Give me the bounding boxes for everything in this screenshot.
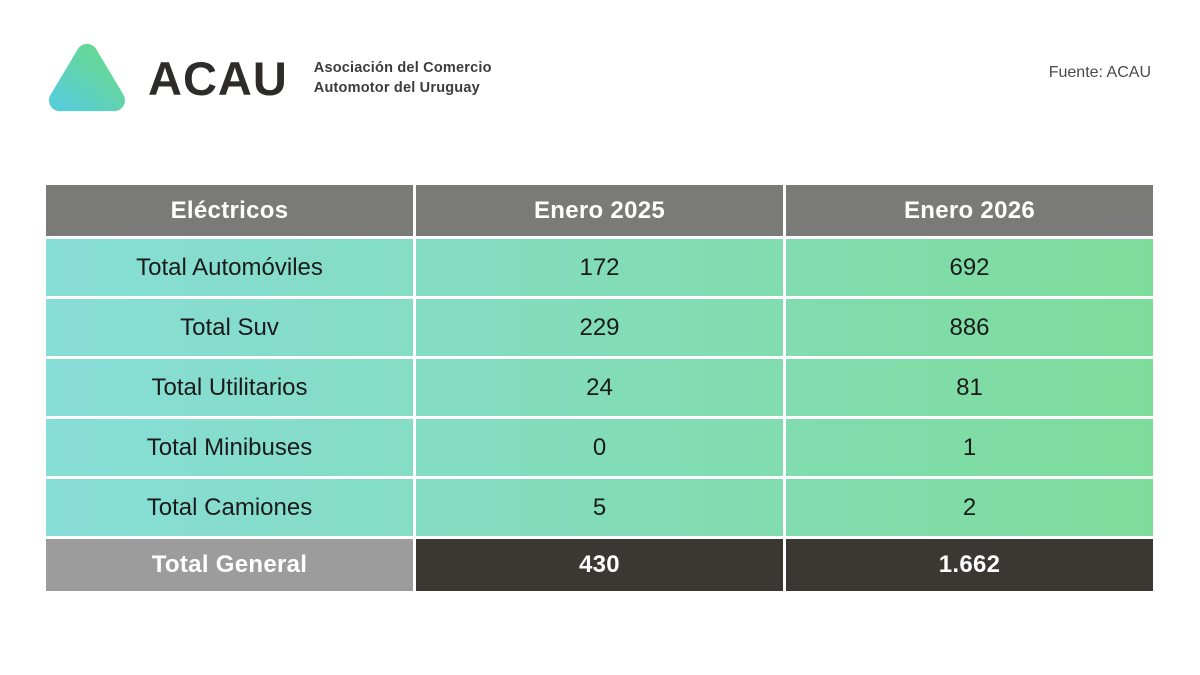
brand-tagline-line2: Automotor del Uruguay — [313, 80, 480, 96]
value-enero-2026: 81 — [783, 359, 1153, 416]
brand-block: ACAU Asociación del Comercio Automotor d… — [48, 40, 492, 116]
acau-triangle-logo-icon — [48, 43, 126, 112]
value-enero-2025: 5 — [413, 479, 783, 536]
source-note: Fuente: ACAU — [1048, 64, 1151, 81]
table-row-minibuses: Total Minibuses 0 1 — [46, 416, 1153, 476]
brand-tagline-line1: Asociación del Comercio — [313, 59, 492, 76]
brand-wordmark: ACAU — [148, 51, 288, 105]
row-label: Total Camiones — [146, 493, 313, 521]
value-enero-2026: 1 — [783, 419, 1153, 476]
column-header-electricos: Eléctricos — [170, 196, 289, 224]
footer-label: Total General — [46, 539, 413, 591]
value-enero-2025: 172 — [413, 239, 783, 296]
table-row-camiones: Total Camiones 5 2 — [46, 476, 1153, 536]
footer-total-enero-2025: 430 — [413, 539, 783, 591]
value-enero-2026: 886 — [783, 299, 1153, 356]
row-label: Total Minibuses — [146, 433, 313, 461]
value-enero-2025: 0 — [413, 419, 783, 476]
table-footer-row: Total General 430 1.662 — [46, 536, 1153, 591]
value-enero-2026: 692 — [783, 239, 1153, 296]
table-row-suv: Total Suv 229 886 — [46, 296, 1153, 356]
table-header-row: Eléctricos Enero 2025 Enero 2026 — [46, 185, 1153, 236]
value-enero-2025: 229 — [413, 299, 783, 356]
footer-total-enero-2026: 1.662 — [783, 539, 1153, 591]
row-label: Total Suv — [180, 313, 279, 341]
column-header-enero-2025: Enero 2025 — [413, 185, 783, 236]
brand-tagline: Asociación del Comercio Automotor del Ur… — [314, 58, 492, 99]
value-enero-2025: 24 — [413, 359, 783, 416]
value-enero-2026: 2 — [783, 479, 1153, 536]
table-row-utilitarios: Total Utilitarios 24 81 — [46, 356, 1153, 416]
table-row-automoviles: Total Automóviles 172 692 — [46, 236, 1153, 296]
row-label: Total Automóviles — [136, 253, 323, 281]
row-label: Total Utilitarios — [151, 373, 308, 401]
data-table: Eléctricos Enero 2025 Enero 2026 Total A… — [46, 185, 1153, 591]
column-header-enero-2026: Enero 2026 — [783, 185, 1153, 236]
table-body: Total Automóviles 172 692 Total Suv 229 … — [46, 236, 1153, 536]
